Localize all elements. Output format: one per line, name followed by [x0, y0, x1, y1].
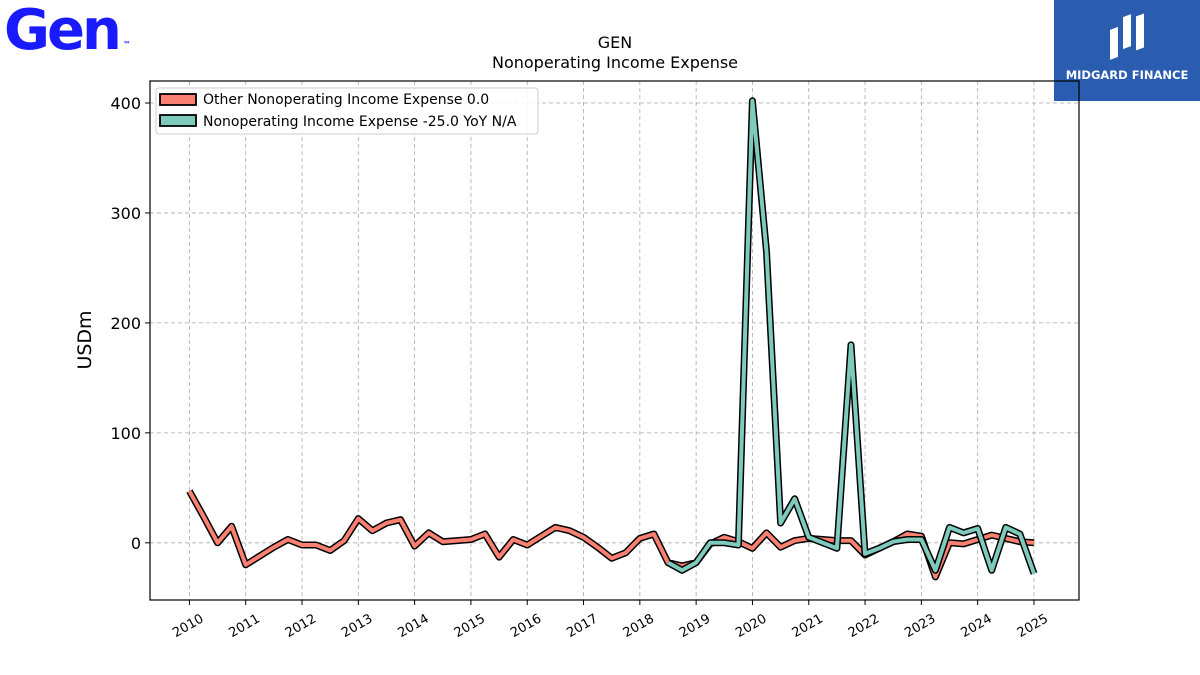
y-tick-label: 200	[110, 314, 141, 333]
legend-label-other: Other Nonoperating Income Expense 0.0	[203, 92, 489, 108]
x-tick-label: 2019	[677, 611, 713, 641]
legend-box	[155, 87, 539, 135]
y-tick-label: 0	[131, 534, 141, 553]
legend: Other Nonoperating Income Expense 0.0 No…	[155, 87, 539, 135]
x-tick-label: 2010	[170, 611, 206, 641]
x-tick-label: 2018	[621, 611, 657, 641]
x-tick-label: 2015	[452, 611, 488, 641]
y-tick-label: 100	[110, 424, 141, 443]
x-tick-label: 2022	[846, 611, 882, 641]
y-axis-ticks: 0 100 200 300 400	[110, 94, 150, 553]
midgard-logo-icon	[1110, 13, 1144, 60]
x-tick-label: 2021	[790, 611, 826, 641]
gen-logo-text: Gen	[4, 0, 122, 63]
x-tick-label: 2013	[339, 611, 375, 641]
x-tick-label: 2025	[1015, 611, 1051, 641]
x-tick-label: 2024	[958, 611, 994, 641]
legend-swatch-other	[159, 93, 197, 106]
series-outline-1	[666, 97, 1038, 575]
y-axis-label: USDm	[74, 310, 96, 369]
midgard-logo-text: MIDGARD FINANCE	[1065, 68, 1189, 82]
x-axis-ticks: 2010 2011 2012 2013 2014 2015 2016 2017 2018 2019…	[170, 600, 1051, 641]
legend-swatch-nonoperating	[159, 114, 197, 127]
x-tick-label: 2023	[902, 611, 938, 641]
gen-logo: Gen ™	[4, 0, 131, 63]
series-line-0	[187, 490, 1035, 579]
x-tick-label: 2014	[395, 611, 431, 641]
series-lines	[186, 97, 1038, 581]
y-tick-label: 300	[110, 204, 141, 223]
plot-frame	[149, 80, 1080, 601]
x-tick-label: 2020	[733, 611, 769, 641]
series-line-1	[667, 98, 1036, 575]
x-tick-label: 2016	[508, 611, 544, 641]
y-tick-label: 400	[110, 94, 141, 113]
chart-title: GEN	[598, 33, 632, 52]
x-tick-label: 2017	[564, 611, 600, 641]
gen-logo-tm: ™	[122, 40, 131, 49]
x-tick-label: 2011	[227, 611, 263, 641]
x-tick-label: 2012	[283, 611, 319, 641]
legend-label-nonoperating: Nonoperating Income Expense -25.0 YoY N/…	[203, 114, 517, 130]
midgard-finance-logo: MIDGARD FINANCE	[1054, 0, 1200, 101]
chart-subtitle: Nonoperating Income Expense	[492, 53, 738, 72]
grid	[150, 81, 1079, 600]
